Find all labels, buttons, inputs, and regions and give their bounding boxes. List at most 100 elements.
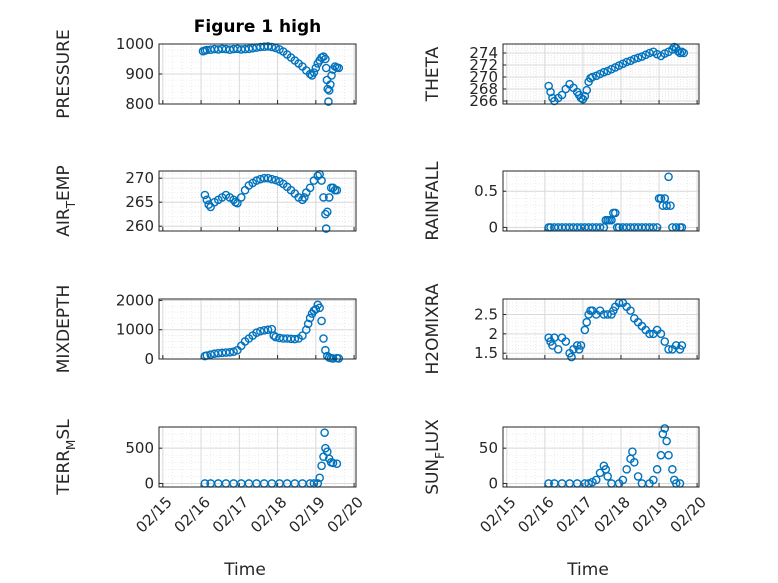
series-markers	[198, 42, 344, 106]
data-point	[666, 201, 675, 210]
data-point	[658, 429, 668, 439]
data-point	[252, 328, 261, 337]
data-point	[252, 176, 261, 185]
data-point	[315, 303, 324, 313]
data-point	[298, 331, 307, 340]
y-tick-label: 0.5	[474, 182, 498, 200]
data-point	[309, 68, 319, 77]
data-point	[557, 90, 567, 100]
data-point	[317, 176, 326, 185]
y-tick-label: 0	[144, 474, 154, 492]
x-axis-title-right: Time	[566, 560, 609, 580]
data-point	[582, 317, 592, 327]
chart-title: Figure 1 high	[194, 17, 322, 37]
y-tick-label: 265	[125, 193, 154, 211]
series-markers	[544, 172, 687, 232]
data-point	[660, 424, 670, 433]
axes-border	[158, 43, 357, 105]
y-axis-label: SUNFLUX	[423, 419, 447, 495]
data-point	[599, 67, 609, 77]
data-point	[580, 91, 590, 101]
data-point	[649, 475, 658, 485]
y-tick-label: 274	[469, 44, 498, 62]
data-point	[334, 354, 344, 363]
data-point	[321, 54, 330, 64]
data-point	[662, 201, 671, 210]
data-point	[633, 53, 643, 63]
data-point	[229, 347, 238, 356]
data-point	[300, 193, 309, 202]
subplot-6: 1.52 2.5 H2OMIXRA	[423, 283, 700, 375]
data-point	[256, 326, 265, 336]
data-point	[324, 193, 334, 202]
y-tick-label: 266	[469, 92, 498, 110]
axes-border	[502, 170, 700, 232]
y-tick-label: 2000	[116, 291, 154, 309]
data-point	[305, 313, 315, 323]
subplot-4: 0 0.5 RAINFALL	[423, 161, 700, 241]
y-axis-label: PRESSURE	[54, 29, 74, 118]
series-markers	[200, 300, 344, 363]
data-point	[652, 465, 662, 474]
series-markers	[544, 424, 685, 488]
data-point	[677, 47, 687, 57]
data-point	[668, 45, 677, 54]
series-markers	[200, 170, 342, 233]
data-point	[656, 329, 666, 339]
data-point	[317, 461, 326, 471]
data-point	[327, 71, 336, 80]
subplot-3: 260 265 270 AIRTEMP	[54, 165, 357, 237]
y-tick-label: 270	[469, 68, 498, 86]
series-markers	[544, 42, 689, 106]
data-point	[315, 473, 324, 483]
y-tick-label: 2	[488, 325, 498, 343]
y-tick-label: 1.5	[474, 344, 498, 362]
data-point	[553, 345, 563, 354]
data-point	[633, 472, 643, 481]
axes-border	[158, 298, 357, 360]
data-point	[321, 209, 330, 219]
data-point	[603, 310, 612, 319]
y-tick-label: 260	[125, 217, 154, 235]
data-point	[263, 42, 273, 51]
data-point	[319, 52, 328, 61]
y-tick-label: 800	[125, 95, 154, 113]
y-tick-label: 0	[488, 474, 498, 492]
data-point	[630, 457, 639, 467]
y-axis-label: H2OMIXRA	[423, 283, 443, 374]
data-point	[582, 85, 592, 95]
data-point	[200, 190, 210, 200]
data-point	[321, 224, 331, 233]
axes-frame	[502, 426, 700, 488]
data-point	[305, 183, 315, 193]
y-tick-label: 0	[488, 218, 498, 236]
data-point	[271, 332, 280, 342]
data-point	[630, 54, 639, 64]
data-point	[267, 174, 277, 184]
data-point	[677, 341, 687, 350]
data-point	[271, 175, 280, 185]
data-point	[673, 46, 683, 56]
data-point	[324, 97, 333, 106]
data-point	[311, 63, 321, 73]
data-point	[328, 354, 338, 363]
data-point	[236, 193, 246, 202]
axes-border	[158, 170, 357, 232]
subplot-5: 0 1000 2000 MIXDEPTH	[54, 285, 357, 373]
data-point	[580, 325, 590, 335]
data-point	[588, 72, 597, 82]
data-point	[303, 319, 313, 329]
data-point	[591, 475, 601, 485]
axes-border	[502, 298, 700, 360]
data-point	[679, 48, 689, 58]
y-axis-label: THETA	[423, 46, 443, 102]
axes-frame	[502, 298, 700, 360]
subplot-1: 800 900 1000 PRESSURE Figure 1 high	[54, 17, 357, 119]
data-point	[561, 337, 571, 346]
y-axis-label: RAINFALL	[423, 161, 443, 241]
data-point	[263, 325, 273, 335]
data-point	[202, 195, 212, 205]
data-point	[233, 198, 242, 208]
